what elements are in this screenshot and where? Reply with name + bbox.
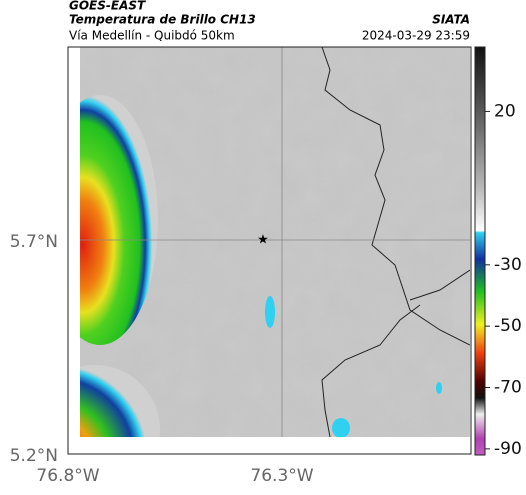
- satellite-image: ★: [80, 47, 470, 437]
- colorbar-tick-label: -30: [494, 255, 522, 275]
- lat-label: 5.2°N: [10, 446, 58, 466]
- lat-label: 5.7°N: [10, 232, 58, 252]
- title: Temperatura de Brillo CH13: [69, 13, 256, 27]
- source: GOES-EAST: [69, 0, 146, 13]
- colorbar-tick-label: -50: [494, 316, 522, 336]
- colorbar-tick-label: -70: [494, 378, 522, 398]
- lon-label: 76.3°W: [250, 466, 313, 486]
- datetime: 2024-03-29 23:59: [362, 29, 470, 43]
- colorbar-tick-label: 20: [494, 101, 516, 121]
- subtitle: Vía Medellín - Quibdó 50km: [69, 29, 235, 43]
- colorbar-tick-label: -90: [494, 439, 522, 459]
- lon-label: 76.8°W: [36, 466, 99, 486]
- svg-text:★: ★: [257, 233, 269, 248]
- map-frame: [67, 46, 472, 455]
- colorbar: [474, 46, 486, 456]
- org: SIATA: [432, 13, 470, 27]
